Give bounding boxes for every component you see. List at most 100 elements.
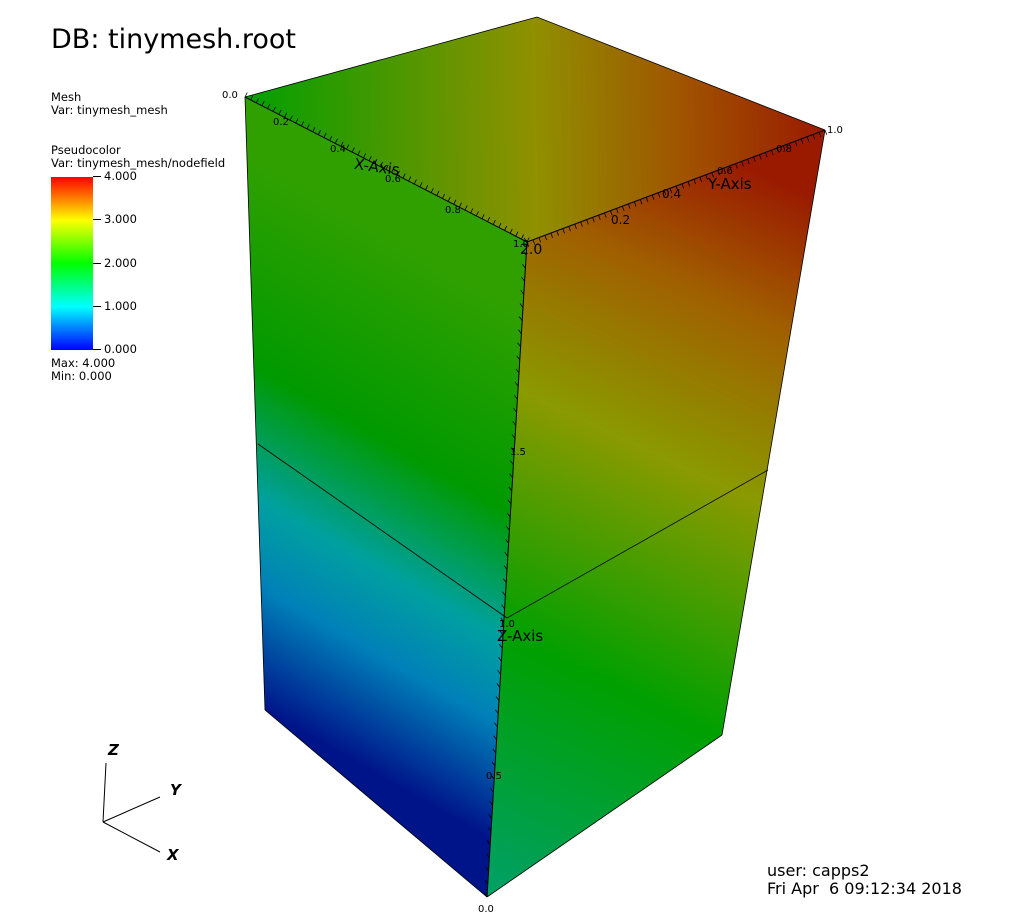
axis-tick [317,130,321,135]
axis-tick [610,210,613,216]
axis-tick [598,214,601,221]
legend-tick-mark [93,219,101,220]
axis-tick [340,141,344,147]
axis-tick [645,197,649,203]
pseudocolor-plot-var: Var: tinymesh_mesh/nodefield [51,156,226,170]
axis-tick [765,152,768,158]
axis-tick [522,263,526,269]
axis-tick [592,217,595,223]
z-tick-label: 2.0 [520,242,543,258]
axis-tick [510,460,514,465]
axis-tick [508,486,513,492]
axis-tick [272,106,276,112]
user-label: user: capps2 [767,861,870,880]
axis-tick [490,774,495,780]
orientation-triad [102,762,161,853]
axis-tick [487,827,492,832]
axis-tick [488,814,493,819]
box-left-face [245,97,527,897]
axis-tick [651,194,655,200]
axis-tick [255,98,259,103]
axis-tick [425,185,429,190]
x-tick-label: 1.0 [513,239,529,250]
axis-tick [515,231,519,237]
axis-tick [782,145,786,151]
axis-tick [284,112,288,118]
triad-x-label: X [167,846,179,864]
y-tick-label: 1.0 [827,125,843,136]
color-legend-bar [51,177,93,350]
axis-tick [492,748,497,754]
axis-tick [741,161,744,167]
axis-tick [513,408,517,413]
axis-tick [391,167,395,173]
axis-tick [498,656,502,662]
axis-tick [458,202,462,208]
legend-max: Max: 4.000 [51,356,116,370]
legend-tick-mark [93,176,101,177]
axis-tick [295,118,299,124]
axis-tick [515,368,520,374]
axis-tick [485,866,489,872]
axis-tick [562,228,565,234]
axis-tick [481,214,485,219]
axis-tick [507,499,512,505]
axis-tick [506,525,510,531]
axis-tick [419,182,423,188]
x-tick-label: 0.0 [222,90,238,101]
axis-tick [687,181,691,187]
axis-tick [806,136,810,142]
axis-tick [408,176,412,182]
x-tick-label: 0.6 [385,174,401,185]
axis-tick [499,630,504,636]
axis-tick [818,132,822,138]
axis-tick [521,234,524,240]
axis-tick [301,121,305,127]
x-tick-label: 0.2 [273,117,289,128]
axis-tick [812,134,816,140]
axis-tick [502,591,506,596]
mesh-plot-var: Var: tinymesh_mesh [51,103,168,117]
axis-tick [509,473,513,479]
axis-tick [776,147,780,153]
axis-tick [493,735,497,741]
timestamp-label: Fri Apr 6 09:12:34 2018 [767,879,962,898]
axis-tick [486,840,491,845]
triad-z-label: Z [108,741,119,759]
axis-tick [621,206,625,212]
axis-tick [800,138,804,144]
axis-tick [489,801,493,806]
axis-tick [518,316,523,321]
axis-tick [735,163,738,169]
axis-tick [699,176,702,182]
axis-tick [550,232,553,238]
axis-tick [627,203,631,209]
axis-tick [380,161,383,167]
axis-tick [363,153,367,159]
axis-tick [556,230,559,236]
axis-tick [491,761,496,767]
axis-tick [824,129,828,135]
axis-tick [487,217,491,222]
axis-tick [494,722,498,727]
z-tick-label: 0.5 [486,771,502,782]
legend-tick-mark [93,349,101,350]
axis-tick [544,235,548,241]
axis-tick [494,709,499,714]
axis-tick [442,193,446,199]
axis-tick [323,132,327,138]
axis-tick [568,226,571,232]
axis-tick [663,190,667,196]
axis-tick-marks [244,92,828,898]
axis-tick [483,892,488,898]
axis-tick [385,164,389,170]
y-tick-label: 0.8 [776,144,792,155]
database-title: DB: tinymesh.root [51,24,296,55]
axis-tick [509,228,513,234]
axis-tick [717,170,720,176]
axis-tick [500,617,505,623]
mesh-plot-label: Mesh [51,90,82,104]
axis-tick [574,223,577,229]
legend-tick-label: 1.000 [104,299,137,313]
